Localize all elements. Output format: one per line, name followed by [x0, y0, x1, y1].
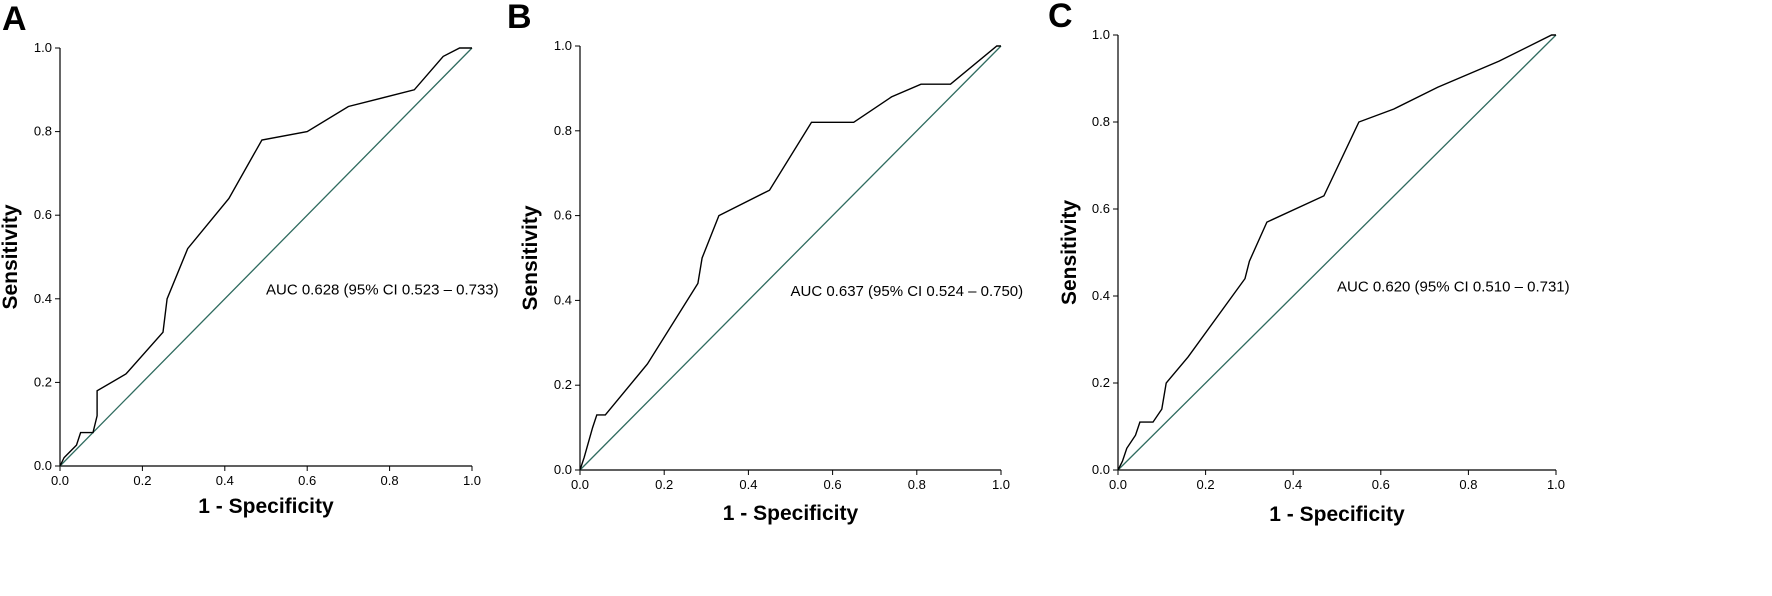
y-tick-label: 1.0: [554, 38, 572, 53]
x-tick-label: 0.0: [51, 473, 69, 488]
x-tick-label: 0.2: [655, 477, 673, 492]
y-tick-label: 0.2: [554, 377, 572, 392]
y-tick-label: 1.0: [34, 40, 52, 55]
x-tick-label: 0.8: [381, 473, 399, 488]
y-axis-title: Sensitivity: [1058, 200, 1081, 305]
x-tick-label: 1.0: [992, 477, 1010, 492]
y-tick-label: 0.4: [1092, 288, 1110, 303]
x-tick-label: 0.4: [216, 473, 234, 488]
y-tick-label: 0.2: [34, 374, 52, 389]
x-tick-label: 1.0: [1547, 477, 1565, 492]
y-tick-label: 0.0: [554, 462, 572, 477]
y-tick-label: 0.0: [34, 458, 52, 473]
x-tick-label: 0.4: [1284, 477, 1302, 492]
roc-curve: [579, 45, 1001, 471]
x-axis-title: 1 - Specificity: [198, 495, 334, 518]
y-tick-label: 0.8: [34, 124, 52, 139]
x-tick-label: 0.0: [571, 477, 589, 492]
panel-label: C: [1048, 0, 1073, 35]
panel-label: A: [2, 0, 27, 38]
x-axis-title: 1 - Specificity: [1269, 503, 1405, 526]
auc-annotation: AUC 0.628 (95% CI 0.523 – 0.733): [266, 282, 499, 299]
x-tick-label: 1.0: [463, 473, 481, 488]
y-tick-label: 0.4: [554, 292, 572, 307]
x-tick-label: 0.4: [739, 477, 757, 492]
x-tick-label: 0.6: [824, 477, 842, 492]
reference-line: [579, 45, 1002, 471]
x-tick-label: 0.2: [1197, 477, 1215, 492]
x-tick-label: 0.8: [1459, 477, 1477, 492]
y-tick-label: 1.0: [1092, 27, 1110, 42]
y-tick-label: 0.4: [34, 291, 52, 306]
x-axis-title: 1 - Specificity: [723, 502, 859, 525]
y-axis-title: Sensitivity: [519, 205, 542, 310]
auc-annotation: AUC 0.620 (95% CI 0.510 – 0.731): [1337, 279, 1570, 296]
y-tick-label: 0.6: [554, 208, 572, 223]
y-tick-label: 0.8: [554, 123, 572, 138]
panel-a: A 0.0 0.2 0.4 0.6 0.8 1.0 0.0 0.2 0.4 0.6 0.8 1.0 1 -…: [0, 0, 499, 518]
panel-label: B: [507, 0, 532, 36]
y-axis-title: Sensitivity: [0, 204, 22, 309]
reference-line: [1117, 34, 1557, 471]
x-tick-label: 0.0: [1109, 477, 1127, 492]
y-tick-label: 0.6: [1092, 201, 1110, 216]
x-tick-label: 0.6: [298, 473, 316, 488]
roc-curve: [59, 47, 472, 467]
y-tick-label: 0.6: [34, 207, 52, 222]
auc-annotation: AUC 0.637 (95% CI 0.524 – 0.750): [791, 283, 1024, 300]
x-tick-label: 0.6: [1372, 477, 1390, 492]
roc-curve: [1117, 34, 1556, 471]
panel-b: B 0.0 0.2 0.4 0.6 0.8 1.0 0.0 0.2 0.4 0.6 0.8 1.0 1 -…: [507, 0, 1023, 525]
y-tick-label: 0.0: [1092, 462, 1110, 477]
x-tick-label: 0.8: [908, 477, 926, 492]
y-tick-label: 0.8: [1092, 114, 1110, 129]
reference-line: [59, 47, 473, 467]
panel-c: C 0.0 0.2 0.4 0.6 0.8 1.0 0.0 0.2 0.4 0.6 0.8 1.0 1 -…: [1048, 0, 1570, 526]
y-tick-label: 0.2: [1092, 375, 1110, 390]
x-tick-label: 0.2: [133, 473, 151, 488]
